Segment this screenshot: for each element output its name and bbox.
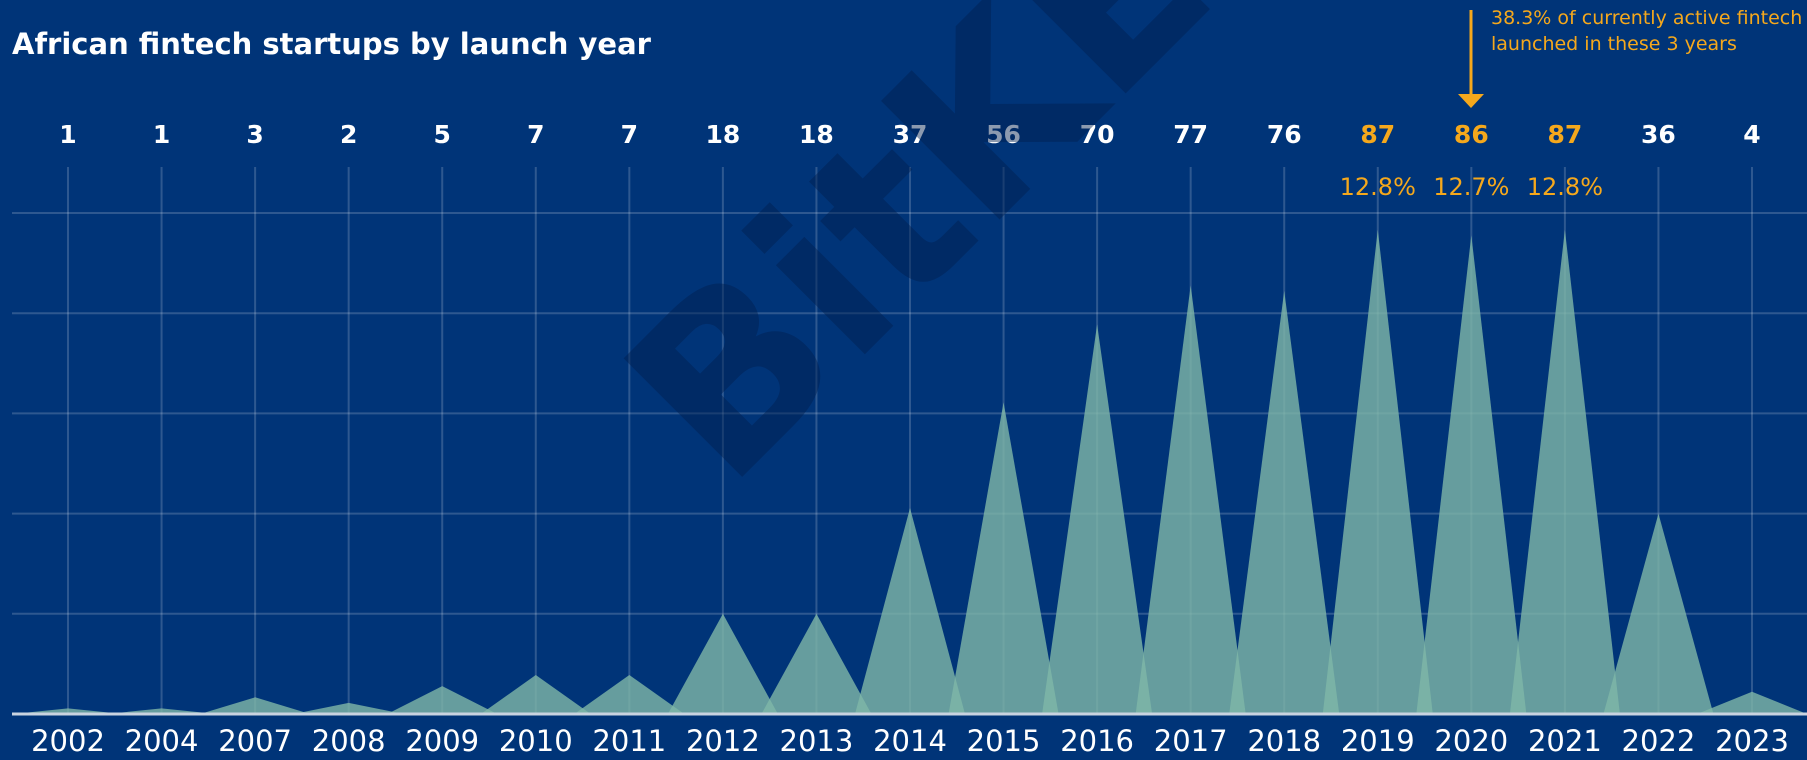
- annotation: 38.3% of currently active fintech startu…: [1491, 7, 1807, 55]
- chart-title: African fintech startups by launch year: [12, 27, 652, 61]
- spike: [480, 675, 591, 714]
- value-label: 7: [527, 120, 544, 149]
- spike: [1322, 229, 1433, 714]
- x-tick-label: 2004: [125, 724, 199, 758]
- share-label: 12.8%: [1340, 173, 1416, 201]
- spike: [667, 613, 778, 714]
- spike: [293, 702, 404, 714]
- value-label: 37: [893, 120, 928, 149]
- x-tick-label: 2014: [873, 724, 947, 758]
- value-label: 70: [1080, 120, 1115, 149]
- x-tick-label: 2010: [499, 724, 573, 758]
- x-tick-label: 2013: [780, 724, 854, 758]
- spike: [1697, 691, 1807, 714]
- value-label: 76: [1267, 120, 1302, 149]
- value-label: 18: [705, 120, 740, 149]
- x-tick-label: 2019: [1341, 724, 1415, 758]
- value-label: 18: [799, 120, 834, 149]
- spike: [1229, 290, 1340, 714]
- spike: [761, 613, 872, 714]
- spike: [948, 402, 1059, 714]
- value-label: 87: [1547, 120, 1582, 149]
- annotation-line: 38.3% of currently active fintech startu…: [1491, 7, 1807, 29]
- x-tick-label: 2007: [218, 724, 292, 758]
- spike: [387, 686, 498, 714]
- share-label: 12.7%: [1433, 173, 1509, 201]
- x-tick-label: 2008: [312, 724, 386, 758]
- spike: [1135, 285, 1246, 714]
- x-tick-label: 2011: [592, 724, 666, 758]
- x-tick-label: 2002: [31, 724, 105, 758]
- value-label: 77: [1173, 120, 1208, 149]
- x-tick-label: 2020: [1434, 724, 1508, 758]
- spike: [574, 675, 685, 714]
- x-tick-label: 2022: [1622, 724, 1696, 758]
- spike: [1042, 324, 1153, 714]
- annotation-arrowhead: [1458, 94, 1484, 108]
- spike: [1416, 235, 1527, 714]
- value-label: 5: [434, 120, 451, 149]
- value-label: 56: [986, 120, 1021, 149]
- value-label: 7: [621, 120, 638, 149]
- spike: [1603, 513, 1714, 714]
- x-tick-label: 2015: [967, 724, 1041, 758]
- value-label: 36: [1641, 120, 1676, 149]
- value-label: 1: [153, 120, 170, 149]
- x-tick-label: 2016: [1060, 724, 1134, 758]
- x-tick-label: 2012: [686, 724, 760, 758]
- spike: [1509, 229, 1620, 714]
- value-label: 4: [1743, 120, 1760, 149]
- annotation-line: launched in these 3 years: [1491, 33, 1737, 55]
- x-tick-label: 2009: [405, 724, 479, 758]
- value-label: 2: [340, 120, 357, 149]
- value-label: 86: [1454, 120, 1489, 149]
- spike: [855, 508, 965, 714]
- value-label: 3: [246, 120, 263, 149]
- spike: [200, 697, 311, 714]
- x-tick-label: 2018: [1247, 724, 1321, 758]
- x-tick-label: 2021: [1528, 724, 1602, 758]
- x-tick-label: 2017: [1154, 724, 1228, 758]
- x-tick-label: 2023: [1715, 724, 1789, 758]
- value-label: 1: [59, 120, 76, 149]
- share-label: 12.8%: [1527, 173, 1603, 201]
- value-label: 87: [1360, 120, 1395, 149]
